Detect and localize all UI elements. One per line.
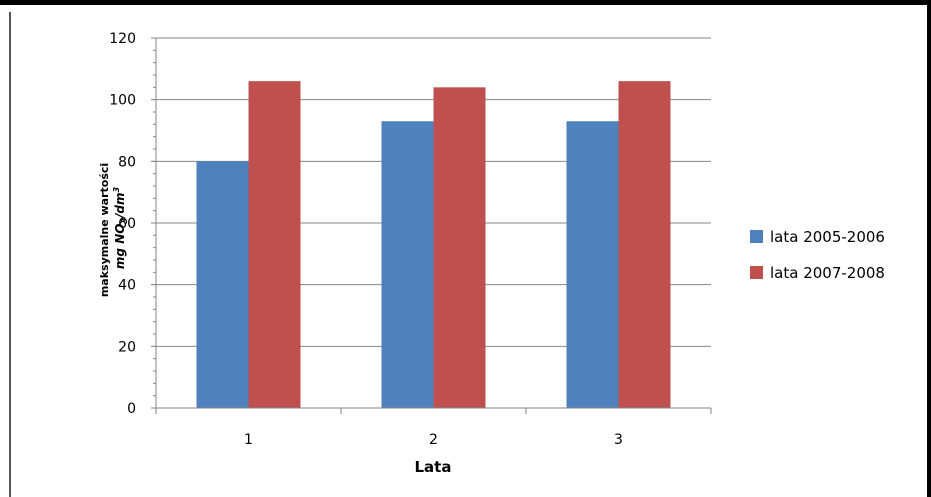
bar-series1-cat2 [381,121,434,408]
y-axis-unit-sup: 3 [112,187,121,193]
bar-series1-cat1 [196,161,249,408]
y-tick-label-0: 0 [127,401,136,417]
bars [196,81,671,409]
bar-series2-cat2 [433,87,486,408]
y-tick-label-60: 60 [118,216,136,232]
bar-series1-cat3 [566,121,619,408]
y-tick-label-20: 20 [118,339,136,355]
y-tick-label-40: 40 [118,278,136,294]
legend-label-series1: lata 2005-2006 [770,228,885,246]
legend: lata 2005-2006 lata 2007-2008 [750,228,885,282]
y-axis-unit-prefix: mg NO [113,224,127,270]
y-tick-label-120: 120 [109,31,136,47]
y-axis-title-line1: maksymalne wartości [98,163,111,297]
bar-series2-cat1 [248,81,301,409]
legend-swatch-series2 [750,266,763,279]
axes: 0 20 40 60 80 100 120 1 2 3 [109,31,712,448]
legend-label-series2: lata 2007-2008 [770,264,885,282]
legend-swatch-series1 [750,230,763,243]
y-axis-title-line2: mg NO3/dm3 [112,187,129,270]
x-tick-label-1: 1 [244,432,253,448]
bar-series2-cat3 [618,81,671,409]
y-axis-unit-sub: 3 [120,218,129,224]
y-axis-unit-mid: /dm [113,193,127,220]
x-tick-label-2: 2 [429,432,438,448]
x-axis-title: Lata [415,458,452,476]
y-tick-label-80: 80 [118,154,136,170]
left-margin-rule [9,12,11,497]
x-tick-label-3: 3 [614,432,623,448]
y-tick-label-100: 100 [109,93,136,109]
